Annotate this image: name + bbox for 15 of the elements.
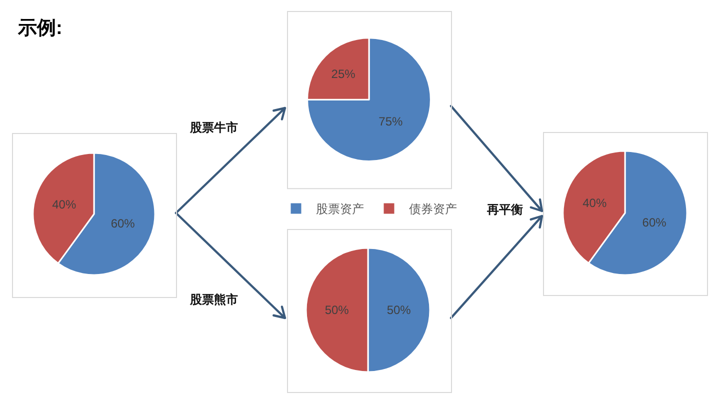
- legend-label: 股票资产: [316, 202, 364, 216]
- data-label: 50%: [386, 303, 412, 317]
- legend-label: 债券资产: [409, 202, 457, 216]
- text: 股票牛市: [190, 120, 238, 136]
- pie-slice: [306, 37, 432, 162]
- chart-title: 示例:: [18, 17, 62, 41]
- data-label: 40%: [52, 197, 76, 212]
- text: 再平衡: [487, 202, 523, 218]
- data-label: 40%: [582, 196, 607, 210]
- data-label: 75%: [378, 114, 403, 128]
- data-label: 60%: [110, 216, 136, 230]
- data-label: 25%: [331, 67, 356, 82]
- data-label: 60%: [642, 216, 667, 230]
- text: 股票熊市: [190, 292, 238, 308]
- data-label: 50%: [324, 303, 350, 317]
